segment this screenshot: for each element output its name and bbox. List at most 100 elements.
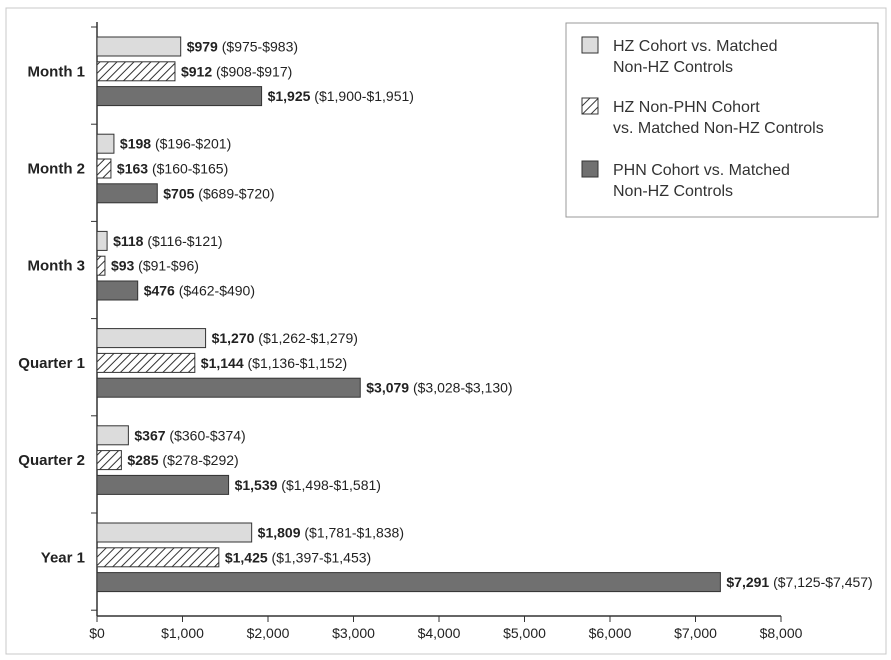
bar-value-label: $1,539 ($1,498-$1,581): [235, 477, 381, 493]
bar: [96, 183, 158, 204]
bar-value-label: $198 ($196-$201): [120, 136, 231, 152]
bar: [96, 280, 139, 301]
bar-ci: ($91-$96): [134, 258, 199, 274]
bar-ci: ($1,900-$1,951): [310, 88, 414, 104]
bar-value: $705: [163, 185, 194, 201]
legend-label: vs. Matched Non-HZ Controls: [613, 120, 824, 137]
bar-ci: ($689-$720): [194, 185, 274, 201]
bar: [96, 230, 108, 251]
bar: [96, 133, 115, 154]
legend-box: [565, 22, 879, 218]
bar-value: $7,291: [726, 574, 769, 590]
bar-ci: ($278-$292): [159, 452, 239, 468]
legend-swatch: [581, 36, 599, 54]
bar: [96, 61, 176, 82]
category-label: Quarter 2: [18, 452, 85, 469]
legend-label: Non-HZ Controls: [613, 183, 733, 200]
bar: [96, 158, 112, 179]
legend-label: HZ Cohort vs. Matched: [613, 38, 778, 55]
bar-value-label: $705 ($689-$720): [163, 185, 274, 201]
bar-value: $912: [181, 63, 212, 79]
bar: [96, 450, 122, 471]
bar-ci: ($1,136-$1,152): [244, 355, 348, 371]
bar-value: $476: [144, 283, 175, 299]
bar-value-label: $7,291 ($7,125-$7,457): [726, 574, 872, 590]
bar: [96, 86, 263, 107]
category-label: Quarter 1: [18, 355, 85, 372]
category-label: Year 1: [41, 549, 85, 566]
bar-value: $163: [117, 161, 148, 177]
bar-value-label: $476 ($462-$490): [144, 283, 255, 299]
bar: [96, 377, 361, 398]
x-tick-label: $7,000: [674, 625, 717, 641]
bar: [96, 255, 106, 276]
x-tick-label: $3,000: [332, 625, 375, 641]
bars: $979 ($975-$983) $912 ($908-$917) $1,925 (…: [96, 36, 873, 593]
bar-ci: ($360-$374): [166, 427, 246, 443]
bar-value-label: $1,270 ($1,262-$1,279): [212, 330, 358, 346]
bar: [96, 522, 253, 543]
category-label: Month 2: [28, 161, 86, 178]
bar-value-label: $912 ($908-$917): [181, 63, 292, 79]
category-label: Month 3: [28, 258, 86, 275]
legend-label: PHN Cohort vs. Matched: [613, 162, 790, 179]
bar: [96, 474, 230, 495]
bar-value-label: $367 ($360-$374): [134, 427, 245, 443]
bar-ci: ($462-$490): [175, 283, 255, 299]
bar-value: $118: [113, 233, 144, 249]
legend-label: HZ Non-PHN Cohort: [613, 99, 760, 116]
axes: $0 $1,000 $2,000 $3,000 $4,000 $5,000 $6,000 $7…: [18, 22, 803, 641]
legend-label: Non-HZ Controls: [613, 59, 733, 76]
bar-value-label: $93 ($91-$96): [111, 258, 199, 274]
bar-ci: ($3,028-$3,130): [409, 380, 513, 396]
bar-value-label: $1,425 ($1,397-$1,453): [225, 549, 371, 565]
bar-value: $1,270: [212, 330, 255, 346]
bar-value-label: $979 ($975-$983): [187, 39, 298, 55]
bar-value-label: $3,079 ($3,028-$3,130): [366, 380, 512, 396]
bar-ci: ($908-$917): [212, 63, 292, 79]
bar-value: $3,079: [366, 380, 409, 396]
legend: HZ Cohort vs. Matched Non-HZ Controls HZ N…: [565, 22, 879, 218]
bar-ci: ($160-$165): [148, 161, 228, 177]
x-tick-label: $2,000: [247, 625, 290, 641]
bar: [96, 328, 207, 349]
bar-ci: ($116-$121): [143, 233, 222, 249]
legend-swatch: [581, 160, 599, 178]
bar: [96, 352, 196, 373]
bar-ci: ($1,262-$1,279): [254, 330, 358, 346]
bar-value: $93: [111, 258, 135, 274]
bar-value-label: $1,925 ($1,900-$1,951): [268, 88, 414, 104]
bar-value: $979: [187, 39, 218, 55]
bar-value: $367: [134, 427, 165, 443]
bar: [96, 36, 182, 57]
bar: [96, 425, 129, 446]
bar-value: $1,144: [201, 355, 244, 371]
bar: [96, 547, 220, 568]
bar-value-label: $118 ($116-$121): [113, 233, 223, 249]
bar-value-label: $1,809 ($1,781-$1,838): [258, 525, 404, 541]
x-tick-label: $6,000: [589, 625, 632, 641]
bar-ci: ($7,125-$7,457): [769, 574, 873, 590]
bar-value: $198: [120, 136, 151, 152]
bar-ci: ($1,498-$1,581): [277, 477, 381, 493]
bar-value: $1,809: [258, 525, 301, 541]
x-tick-label: $4,000: [418, 625, 461, 641]
category-label: Month 1: [28, 63, 86, 80]
bar-value: $1,925: [268, 88, 311, 104]
bar-ci: ($975-$983): [218, 39, 298, 55]
bar-value: $285: [127, 452, 158, 468]
x-tick-label: $5,000: [503, 625, 546, 641]
legend-swatch: [581, 97, 599, 115]
bar-value-label: $285 ($278-$292): [127, 452, 238, 468]
plot-frame: [5, 7, 887, 655]
bar-ci: ($196-$201): [151, 136, 231, 152]
bar-value: $1,425: [225, 549, 268, 565]
x-tick-label: $0: [89, 625, 105, 641]
bar-value: $1,539: [235, 477, 278, 493]
bar-value-label: $163 ($160-$165): [117, 161, 228, 177]
x-tick-label: $8,000: [760, 625, 803, 641]
bar: [96, 572, 721, 593]
bar-ci: ($1,397-$1,453): [268, 549, 372, 565]
x-tick-label: $1,000: [161, 625, 204, 641]
